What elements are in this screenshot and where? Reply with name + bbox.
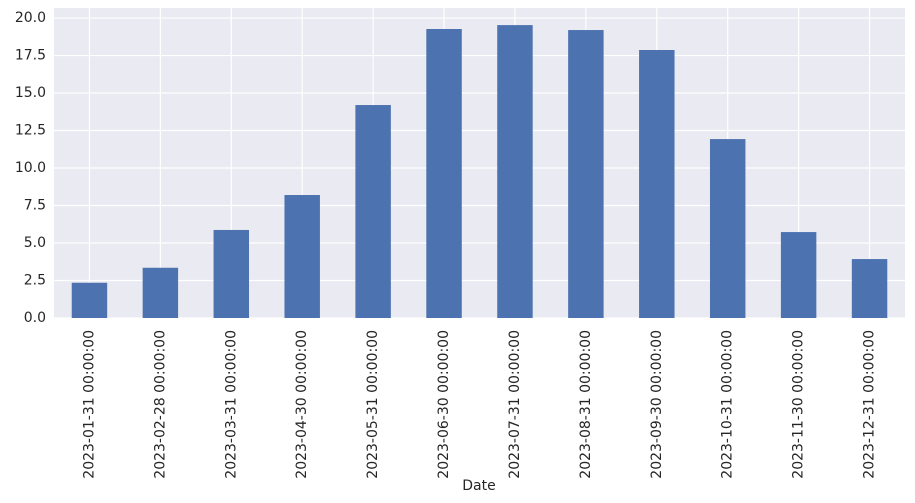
x-tick-label: 2023-12-31 00:00:00 — [862, 330, 878, 479]
y-tick-label: 0.0 — [24, 310, 46, 326]
bar — [497, 25, 533, 319]
bar — [780, 232, 817, 318]
x-tick-label: 2023-09-30 00:00:00 — [649, 330, 665, 479]
bar — [71, 282, 108, 318]
bar — [426, 28, 462, 318]
y-tick-label: 17.5 — [15, 48, 46, 64]
x-axis-label: Date — [462, 478, 495, 494]
x-tick-label: 2023-11-30 00:00:00 — [791, 330, 807, 479]
bar — [355, 105, 391, 318]
y-tick-label: 20.0 — [15, 10, 46, 26]
bar — [284, 195, 320, 318]
plot-area — [54, 8, 905, 318]
bar — [213, 229, 250, 318]
x-tick-label: 2023-02-28 00:00:00 — [152, 330, 168, 479]
x-tick-label: 2023-03-31 00:00:00 — [223, 330, 239, 479]
bar — [142, 267, 179, 318]
y-tick-label: 2.5 — [24, 273, 46, 289]
y-tick-label: 5.0 — [24, 235, 46, 251]
x-tick-label: 2023-08-31 00:00:00 — [578, 330, 594, 479]
y-tick-label: 10.0 — [15, 160, 46, 176]
y-tick-label: 7.5 — [24, 198, 46, 214]
x-tick-label: 2023-04-30 00:00:00 — [294, 330, 310, 479]
x-tick-label: 2023-10-31 00:00:00 — [720, 330, 736, 479]
x-tick-label: 2023-01-31 00:00:00 — [81, 330, 97, 479]
bar — [639, 49, 675, 318]
x-tick-label: 2023-05-31 00:00:00 — [365, 330, 381, 479]
bar — [851, 259, 888, 318]
y-tick-label: 12.5 — [15, 123, 46, 139]
bar — [709, 139, 746, 318]
x-tick-label: 2023-07-31 00:00:00 — [507, 330, 523, 479]
x-tick-label: 2023-06-30 00:00:00 — [436, 330, 452, 479]
y-tick-label: 15.0 — [15, 85, 46, 101]
bar — [568, 30, 604, 318]
